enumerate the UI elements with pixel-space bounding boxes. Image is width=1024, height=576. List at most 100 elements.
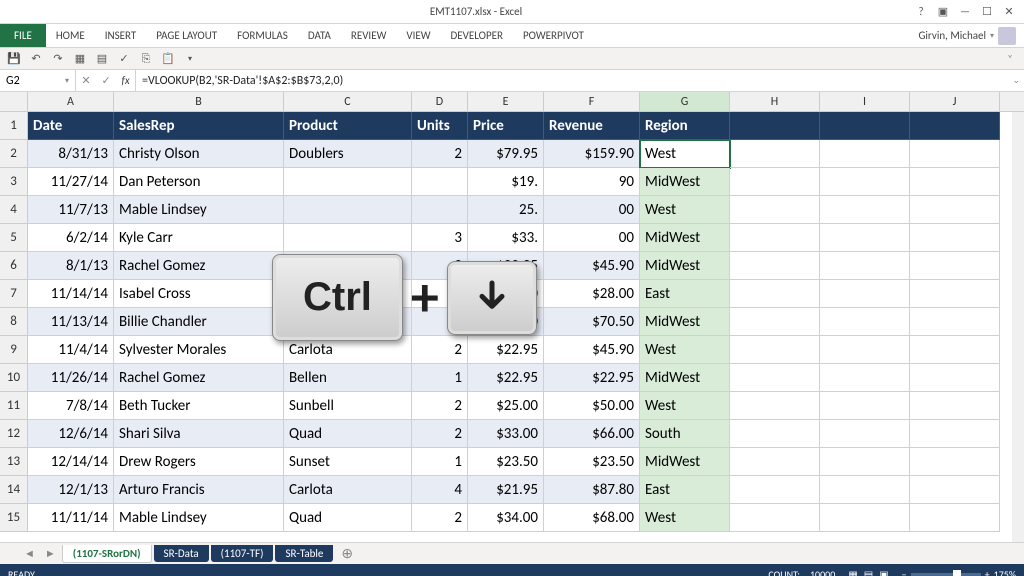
qat-more-icon[interactable]: ▾ — [182, 51, 198, 67]
cell-salesrep[interactable]: Isabel Cross — [114, 280, 284, 308]
cell-product[interactable]: Quad — [284, 504, 412, 532]
cell-region[interactable]: MidWest — [640, 448, 730, 476]
collapse-ribbon-icon[interactable]: ˅ — [1002, 51, 1018, 67]
tab-insert[interactable]: INSERT — [95, 24, 147, 47]
expand-formula-icon[interactable]: ⌄ — [1012, 75, 1020, 86]
cell-date[interactable]: 12/6/14 — [28, 420, 114, 448]
col-header[interactable]: A — [28, 92, 114, 111]
cell-units[interactable] — [412, 196, 468, 224]
qat-icon[interactable]: ⎘ — [138, 51, 154, 67]
file-tab[interactable]: FILE — [0, 24, 46, 47]
cell-units[interactable]: 2 — [412, 392, 468, 420]
cell-region[interactable]: East — [640, 280, 730, 308]
row-header[interactable]: 2 — [0, 140, 28, 168]
cell-units[interactable]: 4 — [412, 476, 468, 504]
save-icon[interactable]: 💾 — [6, 51, 22, 67]
cell-revenue[interactable]: 90 — [544, 168, 640, 196]
undo-icon[interactable]: ↶ — [28, 51, 44, 67]
cell-price[interactable]: $23.50 — [468, 308, 544, 336]
cell-product[interactable]: Bellen — [284, 364, 412, 392]
cell-product[interactable]: Sunset — [284, 308, 412, 336]
cell-product[interactable]: Doublers — [284, 140, 412, 168]
cell-salesrep[interactable]: Rachel Gomez — [114, 252, 284, 280]
cell-salesrep[interactable]: Dan Peterson — [114, 168, 284, 196]
add-sheet-icon[interactable]: ⊕ — [335, 545, 359, 562]
col-header[interactable]: E — [468, 92, 544, 111]
header-cell[interactable]: Product — [284, 112, 412, 140]
cell-salesrep[interactable]: Billie Chandler — [114, 308, 284, 336]
cell-price[interactable]: 25. — [468, 196, 544, 224]
cell-date[interactable]: 11/7/13 — [28, 196, 114, 224]
cell-product[interactable]: Sunset — [284, 448, 412, 476]
row-header[interactable]: 9 — [0, 336, 28, 364]
cell-revenue[interactable]: 00 — [544, 224, 640, 252]
chevron-down-icon[interactable]: ▾ — [65, 76, 69, 86]
cell-region[interactable]: South — [640, 420, 730, 448]
redo-icon[interactable]: ↷ — [50, 51, 66, 67]
cell-revenue[interactable]: $70.50 — [544, 308, 640, 336]
cell-units[interactable]: 1 — [412, 364, 468, 392]
cell-date[interactable]: 12/1/13 — [28, 476, 114, 504]
col-header[interactable]: D — [412, 92, 468, 111]
cell-price[interactable]: $22.95 — [468, 336, 544, 364]
cell-product[interactable]: Majestic Beaut — [284, 280, 412, 308]
sheet-nav-next-icon[interactable]: ► — [41, 547, 60, 560]
cell-price[interactable]: $79.95 — [468, 140, 544, 168]
tab-powerpivot[interactable]: POWERPIVOT — [513, 24, 594, 47]
cell-price[interactable]: $34.00 — [468, 504, 544, 532]
cell-revenue[interactable]: $45.90 — [544, 336, 640, 364]
cell-units[interactable]: 2 — [412, 140, 468, 168]
sheet-tab[interactable]: SR-Data — [154, 545, 209, 562]
cell-region[interactable]: West — [640, 392, 730, 420]
cell-revenue[interactable]: $159.90 — [544, 140, 640, 168]
sheet-nav-prev-icon[interactable]: ◄ — [20, 547, 39, 560]
cell-region[interactable]: West — [640, 196, 730, 224]
cell-units[interactable]: 2 — [412, 420, 468, 448]
cell-price[interactable]: $22.95 — [468, 252, 544, 280]
vertical-scrollbar[interactable] — [1012, 112, 1024, 542]
cell-units[interactable]: 1 — [412, 448, 468, 476]
cell-product[interactable]: Quad — [284, 420, 412, 448]
row-header[interactable]: 8 — [0, 308, 28, 336]
header-cell[interactable]: Price — [468, 112, 544, 140]
col-header[interactable]: B — [114, 92, 284, 111]
cell-region[interactable]: MidWest — [640, 308, 730, 336]
row-header[interactable]: 6 — [0, 252, 28, 280]
col-header[interactable]: H — [730, 92, 820, 111]
sheet-tab[interactable]: (1107-TF) — [211, 545, 274, 562]
cell-units[interactable]: 2 — [412, 336, 468, 364]
worksheet-grid[interactable]: A B C D E F G H I J 1DateSalesRepProduct… — [0, 92, 1024, 542]
cell-product[interactable] — [284, 224, 412, 252]
tab-home[interactable]: HOME — [46, 24, 95, 47]
cell-units[interactable]: 1 — [412, 280, 468, 308]
row-header[interactable]: 7 — [0, 280, 28, 308]
row-header[interactable]: 1 — [0, 112, 28, 140]
enter-icon[interactable]: ✓ — [101, 74, 110, 87]
cell-product[interactable]: Carlota — [284, 336, 412, 364]
cell-salesrep[interactable]: Mable Lindsey — [114, 504, 284, 532]
cell-region[interactable]: West — [640, 336, 730, 364]
cell-units[interactable] — [412, 168, 468, 196]
cell-price[interactable]: $23.50 — [468, 448, 544, 476]
cell-salesrep[interactable]: Shari Silva — [114, 420, 284, 448]
cell-price[interactable]: $25.00 — [468, 392, 544, 420]
cell-date[interactable]: 11/14/14 — [28, 280, 114, 308]
help-icon[interactable]: ? — [912, 3, 930, 21]
cell-date[interactable]: 12/14/14 — [28, 448, 114, 476]
tab-data[interactable]: DATA — [298, 24, 341, 47]
fx-icon[interactable]: fx — [121, 74, 129, 87]
cell-date[interactable]: 11/11/14 — [28, 504, 114, 532]
cell-region[interactable]: MidWest — [640, 224, 730, 252]
tab-review[interactable]: REVIEW — [341, 24, 397, 47]
cell-revenue[interactable]: $45.90 — [544, 252, 640, 280]
row-header[interactable]: 4 — [0, 196, 28, 224]
cell-date[interactable]: 8/31/13 — [28, 140, 114, 168]
select-all-corner[interactable] — [0, 92, 28, 111]
name-box[interactable]: G2 ▾ — [0, 70, 76, 91]
cell-product[interactable]: Sunbell — [284, 392, 412, 420]
cell-units[interactable]: 3 — [412, 308, 468, 336]
header-cell[interactable]: Revenue — [544, 112, 640, 140]
row-header[interactable]: 12 — [0, 420, 28, 448]
cell-units[interactable]: 2 — [412, 252, 468, 280]
col-header[interactable]: J — [910, 92, 1000, 111]
